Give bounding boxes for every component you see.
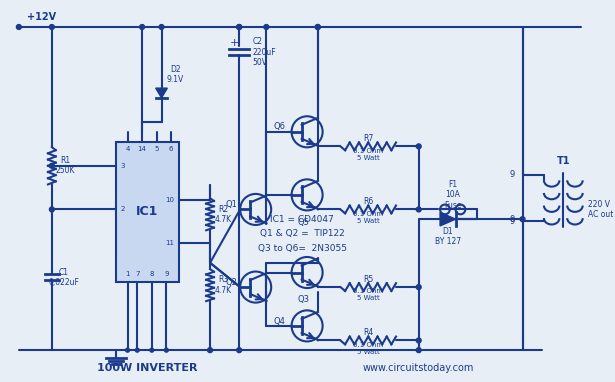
Text: 0.1 Ohm
5 Watt: 0.1 Ohm 5 Watt — [353, 342, 383, 355]
FancyBboxPatch shape — [116, 141, 179, 282]
Text: C1
0,022uF: C1 0,022uF — [48, 268, 79, 287]
Text: C2
220uF
50V: C2 220uF 50V — [253, 37, 276, 67]
Text: D2
9.1V: D2 9.1V — [167, 65, 184, 84]
Circle shape — [150, 348, 154, 352]
Text: R3
4.7K: R3 4.7K — [215, 275, 232, 295]
Circle shape — [416, 144, 421, 149]
Text: 6: 6 — [169, 146, 173, 152]
Circle shape — [49, 163, 54, 168]
Text: R7: R7 — [363, 134, 373, 143]
Text: 5: 5 — [154, 146, 159, 152]
Circle shape — [416, 338, 421, 343]
Text: Q5: Q5 — [297, 218, 309, 227]
Text: F1
10A
Fuse: F1 10A Fuse — [444, 180, 461, 210]
Circle shape — [416, 348, 421, 353]
Text: 0.1 Ohm
5 Watt: 0.1 Ohm 5 Watt — [353, 147, 383, 160]
Text: www.circuitstoday.com: www.circuitstoday.com — [363, 363, 474, 372]
Polygon shape — [440, 212, 456, 226]
Text: 0.1 Ohm
5 Watt: 0.1 Ohm 5 Watt — [353, 288, 383, 301]
Circle shape — [164, 348, 169, 352]
Text: IC1: IC1 — [137, 206, 159, 219]
Text: Q2: Q2 — [226, 278, 237, 287]
Circle shape — [264, 24, 269, 29]
Text: 100W INVERTER: 100W INVERTER — [97, 363, 197, 372]
Text: Q6: Q6 — [274, 123, 286, 131]
Text: 9: 9 — [510, 170, 515, 179]
Text: Q1: Q1 — [226, 200, 237, 209]
Text: R2
4.7K: R2 4.7K — [215, 205, 232, 224]
Circle shape — [49, 24, 54, 29]
Circle shape — [237, 24, 242, 29]
Circle shape — [520, 217, 525, 222]
Circle shape — [135, 348, 139, 352]
Text: 8: 8 — [149, 272, 154, 277]
Text: 10: 10 — [165, 197, 174, 203]
Text: R6: R6 — [363, 197, 373, 206]
Circle shape — [159, 24, 164, 29]
Text: 11: 11 — [165, 240, 174, 246]
Circle shape — [125, 348, 130, 352]
Text: Q3: Q3 — [297, 295, 309, 304]
Text: 9: 9 — [510, 217, 515, 226]
Text: 1: 1 — [125, 272, 130, 277]
Text: 14: 14 — [138, 146, 146, 152]
Text: +: + — [229, 37, 239, 47]
Text: R4: R4 — [363, 328, 373, 337]
Text: 2: 2 — [121, 206, 125, 212]
Circle shape — [49, 207, 54, 212]
Circle shape — [237, 24, 242, 29]
Text: 3: 3 — [121, 163, 125, 169]
Text: R1
250K: R1 250K — [56, 156, 75, 175]
Circle shape — [315, 24, 320, 29]
Text: 4: 4 — [125, 146, 130, 152]
Text: T1: T1 — [557, 156, 570, 166]
Circle shape — [416, 207, 421, 212]
Circle shape — [237, 348, 242, 353]
Circle shape — [416, 285, 421, 290]
Text: 220 V
AC out: 220 V AC out — [587, 200, 613, 219]
Text: R5: R5 — [363, 275, 373, 284]
Text: 7: 7 — [135, 272, 140, 277]
Circle shape — [140, 24, 145, 29]
Text: D1
BY 127: D1 BY 127 — [435, 227, 461, 246]
Polygon shape — [156, 88, 167, 98]
Text: Q4: Q4 — [274, 317, 286, 325]
Text: IC1 = CD4047
Q1 & Q2 =  TIP122
Q3 to Q6=  2N3055: IC1 = CD4047 Q1 & Q2 = TIP122 Q3 to Q6= … — [258, 215, 347, 253]
Text: 0.1 Ohm
5 Watt: 0.1 Ohm 5 Watt — [353, 211, 383, 224]
Circle shape — [17, 24, 22, 29]
Text: 0: 0 — [510, 215, 515, 223]
Circle shape — [315, 24, 320, 29]
Text: +12V: +12V — [26, 12, 56, 22]
Text: 9: 9 — [164, 272, 169, 277]
Circle shape — [208, 348, 212, 353]
